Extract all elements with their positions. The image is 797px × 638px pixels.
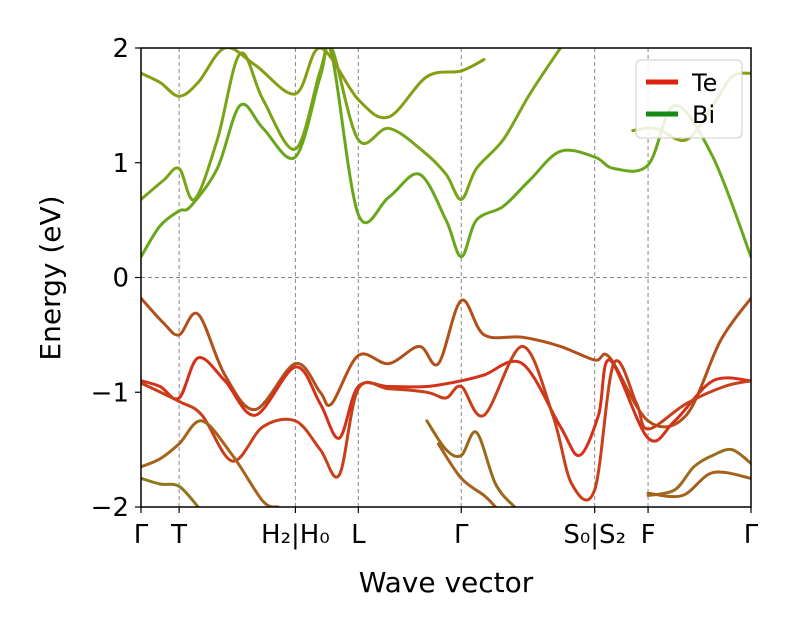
band-valence-1: [141, 296, 751, 429]
legend-label-bi: Bi: [692, 101, 715, 129]
band-valence-3: [141, 344, 751, 502]
band-valence-4: [141, 419, 280, 507]
band-valence-7: [436, 442, 498, 507]
band-conduction-3: [141, 48, 486, 120]
x-tick-label-6: F: [641, 520, 656, 550]
y-axis-title: Energy (eV): [34, 195, 67, 360]
band-valence-2: [141, 356, 751, 457]
x-tick-label-3: L: [351, 520, 366, 550]
y-tick-label-1: 1: [112, 149, 129, 179]
y-tick-label-0: 2: [112, 34, 129, 64]
y-tick-label-4: −2: [91, 493, 129, 523]
x-tick-label-5: S₀|S₂: [563, 520, 626, 550]
legend: Te Bi: [635, 59, 743, 139]
y-tick-label-2: 0: [112, 264, 129, 294]
x-tick-label-1: T: [170, 520, 187, 550]
x-tick-label-4: Γ: [454, 520, 469, 550]
x-tick-label-7: Γ: [744, 520, 759, 550]
band-valence-6: [425, 419, 517, 507]
legend-box: [635, 59, 743, 139]
band-valence-8: [646, 447, 751, 497]
band-conduction-1: [141, 48, 751, 259]
x-tick-label-2: H₂|H₀: [261, 520, 330, 550]
series-layer: [141, 48, 751, 507]
band-conduction-2: [141, 48, 562, 202]
band-valence-9: [646, 470, 751, 499]
y-tick-label-3: −1: [91, 378, 129, 408]
band-valence-5: [141, 476, 200, 507]
legend-label-te: Te: [691, 69, 717, 97]
x-axis-title: Wave vector: [359, 566, 534, 599]
x-tick-label-0: Γ: [134, 520, 149, 550]
